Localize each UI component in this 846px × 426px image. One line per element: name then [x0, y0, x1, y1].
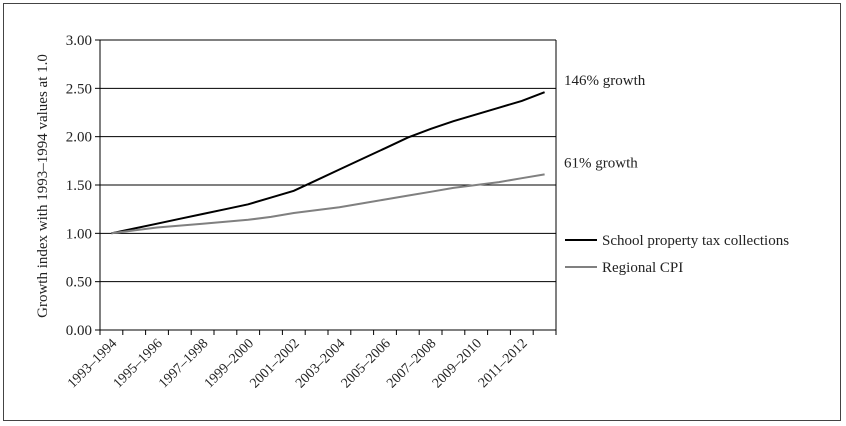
series-layer: [111, 91, 545, 235]
y-tick-label: 2.50: [66, 81, 92, 97]
x-tick-label: 2009–2010: [430, 336, 485, 391]
legend-layer: School property tax collections Regional …: [565, 233, 789, 276]
label-layer: 0.000.501.001.502.002.503.001993–1994199…: [65, 33, 646, 391]
x-tick-label: 2011–2012: [476, 336, 531, 391]
y-tick-label: 3.00: [66, 33, 92, 49]
series-line-school-property-tax: [111, 91, 545, 235]
growth-annotation: 146% growth: [564, 73, 646, 89]
growth-annotation: 61% growth: [564, 155, 638, 171]
y-tick-label: 2.00: [66, 130, 92, 146]
y-axis-title: Growth index with 1993–1994 values at 1.…: [35, 54, 51, 318]
grid-layer: [100, 39, 556, 331]
chart-frame: [3, 3, 841, 421]
y-tick-label: 0.00: [66, 323, 92, 339]
legend-label: Regional CPI: [602, 260, 683, 276]
legend-label: School property tax collections: [602, 233, 789, 249]
y-tick-label: 1.50: [66, 178, 92, 194]
y-tick-label: 0.50: [66, 275, 92, 291]
y-tick-label: 1.00: [66, 226, 92, 242]
series-line-regional-cpi: [111, 173, 545, 235]
axis-layer: [95, 39, 557, 335]
